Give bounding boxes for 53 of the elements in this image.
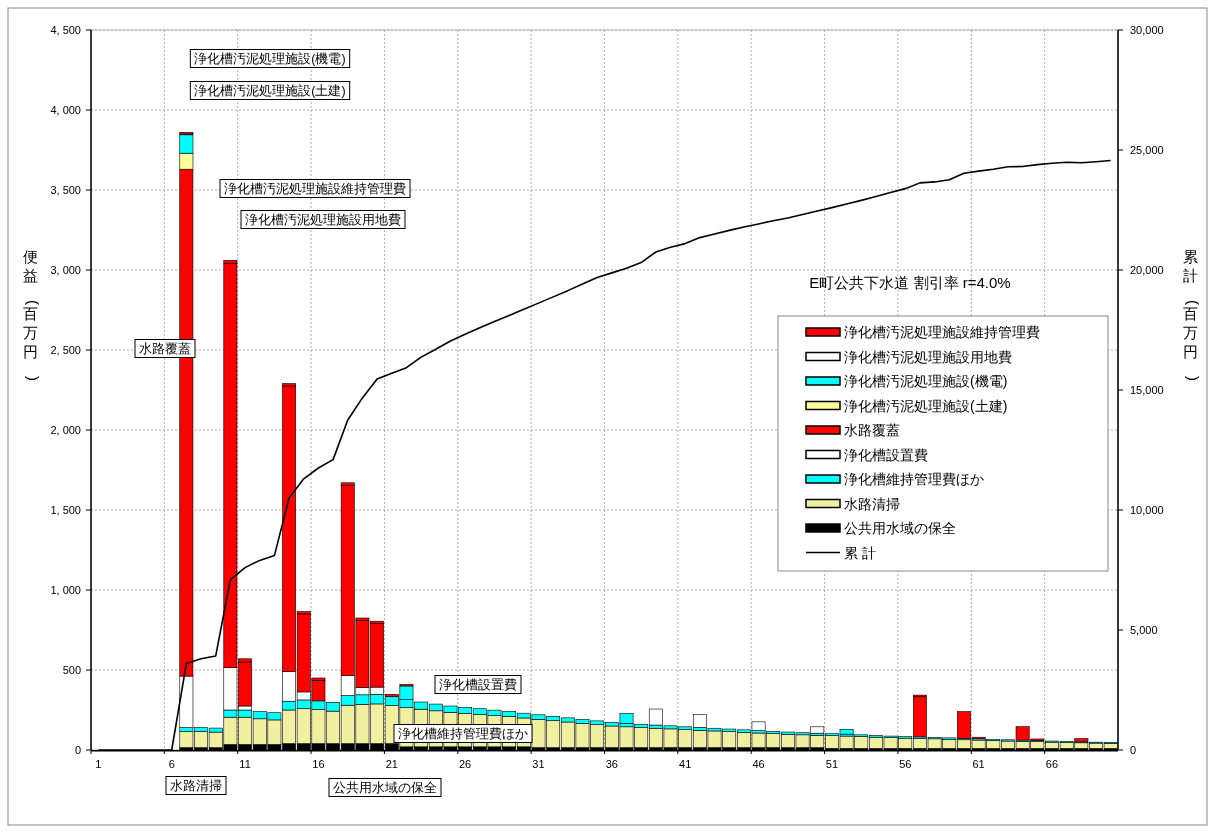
legend-label: 浄化槽汚泥処理施設用地費 xyxy=(844,348,1012,365)
y-tick-label: 3, 500 xyxy=(50,184,81,196)
x-tick-label: 36 xyxy=(605,758,618,770)
y2-tick-label: 15,000 xyxy=(1130,384,1164,396)
annotation: 浄化槽汚泥処理施設維持管理費 xyxy=(224,181,406,196)
legend-label: 浄化槽維持管理費ほか xyxy=(844,471,984,487)
text: 水路清掃 xyxy=(170,778,222,793)
annotation: 水路覆蓋 xyxy=(139,341,191,356)
y2-tick-label: 30,000 xyxy=(1130,24,1164,36)
x-tick-label: 41 xyxy=(679,758,692,770)
y2-tick-label: 20,000 xyxy=(1130,264,1164,276)
y2-tick-label: 10,000 xyxy=(1130,504,1164,516)
legend-label: 公共用水域の保全 xyxy=(844,520,956,536)
legend-label: 浄化槽汚泥処理施設維持管理費 xyxy=(844,324,1040,340)
annotation: 浄化槽維持管理費ほか xyxy=(398,726,528,741)
y-tick-label: 2, 500 xyxy=(50,344,81,356)
legend-label: 水路清掃 xyxy=(844,495,900,512)
y-tick-label: 1, 000 xyxy=(50,584,81,596)
annotation: 浄化槽設置費 xyxy=(439,677,517,692)
y2-axis-title: 累計(百万円) xyxy=(1182,248,1202,381)
x-tick-label: 61 xyxy=(972,758,985,770)
y2-tick-label: 5,000 xyxy=(1130,624,1158,636)
x-tick-label: 16 xyxy=(312,758,325,770)
legend-label: 浄化槽汚泥処理施設(機電) xyxy=(844,373,1008,389)
annotation: 浄化槽汚泥処理施設(土建) xyxy=(194,83,346,98)
legend-label: 水路覆蓋 xyxy=(844,422,900,438)
x-tick-label: 11 xyxy=(239,758,251,770)
x-tick-label: 6 xyxy=(168,758,175,770)
annotation: 浄化槽汚泥処理施設用地費 xyxy=(245,212,401,227)
x-tick-label: 26 xyxy=(459,758,472,770)
x-tick-label: 66 xyxy=(1045,758,1059,770)
legend-label: 浄化槽汚泥処理施設(土建) xyxy=(844,397,1008,414)
annotation: 浄化槽汚泥処理施設(機電) xyxy=(194,51,346,66)
x-tick-label: 1 xyxy=(95,758,102,770)
y-axis-title: 便益(百万円) xyxy=(22,248,42,381)
x-tick-label: 51 xyxy=(825,758,839,770)
y-tick-label: 1, 500 xyxy=(50,504,81,516)
y-tick-label: 4, 000 xyxy=(50,104,81,116)
y-tick-label: 2, 000 xyxy=(50,424,81,436)
y2-tick-label: 25,000 xyxy=(1130,144,1164,156)
legend-label: 浄化槽設置費 xyxy=(844,446,928,463)
x-tick-label: 46 xyxy=(752,758,765,770)
text: E町公共下水道 割引率 r=4.0% xyxy=(809,274,1011,291)
y-tick-label: 3, 000 xyxy=(50,264,81,276)
y2-tick-label: 0 xyxy=(1130,744,1137,756)
x-tick-label: 21 xyxy=(385,758,398,770)
y-tick-label: 500 xyxy=(62,664,81,676)
x-tick-label: 31 xyxy=(532,758,545,770)
y-tick-label: 4, 500 xyxy=(50,24,81,36)
x-tick-label: 56 xyxy=(899,758,912,770)
text: 公共用水域の保全 xyxy=(333,780,437,795)
y-tick-label: 0 xyxy=(74,744,81,756)
legend-label: 累 計 xyxy=(844,544,876,561)
